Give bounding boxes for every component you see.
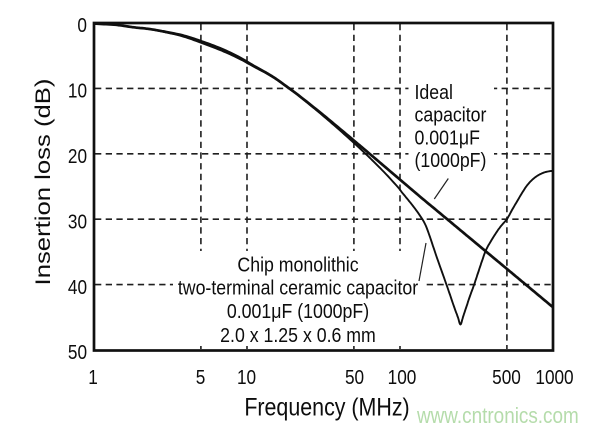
svg-text:40: 40: [68, 276, 87, 299]
svg-text:0.001μF: 0.001μF: [415, 127, 480, 149]
svg-text:Frequency (MHz): Frequency (MHz): [244, 393, 409, 421]
svg-text:0: 0: [77, 14, 87, 37]
svg-text:10: 10: [68, 79, 87, 102]
svg-text:two-terminal ceramic capacitor: two-terminal ceramic capacitor: [178, 277, 419, 299]
svg-text:1: 1: [88, 366, 98, 389]
svg-text:30: 30: [68, 210, 87, 233]
svg-text:(1000pF): (1000pF): [415, 150, 487, 172]
svg-text:50: 50: [345, 366, 364, 389]
svg-text:10: 10: [237, 366, 256, 389]
svg-text:capacitor: capacitor: [415, 104, 487, 126]
svg-text:Chip monolithic: Chip monolithic: [237, 254, 359, 276]
svg-text:1000: 1000: [535, 366, 573, 389]
svg-text:0.001μF (1000pF): 0.001μF (1000pF): [227, 301, 369, 323]
svg-text:50: 50: [68, 341, 87, 364]
svg-text:www.cntronics.com: www.cntronics.com: [416, 404, 579, 429]
svg-text:5: 5: [196, 366, 206, 389]
svg-text:100: 100: [388, 366, 417, 389]
svg-text:20: 20: [68, 145, 87, 168]
svg-text:Insertion loss (dB): Insertion loss (dB): [32, 79, 56, 286]
svg-text:2.0 x 1.25 x 0.6 mm: 2.0 x 1.25 x 0.6 mm: [220, 325, 376, 347]
svg-text:500: 500: [492, 366, 521, 389]
svg-text:Ideal: Ideal: [415, 82, 453, 104]
